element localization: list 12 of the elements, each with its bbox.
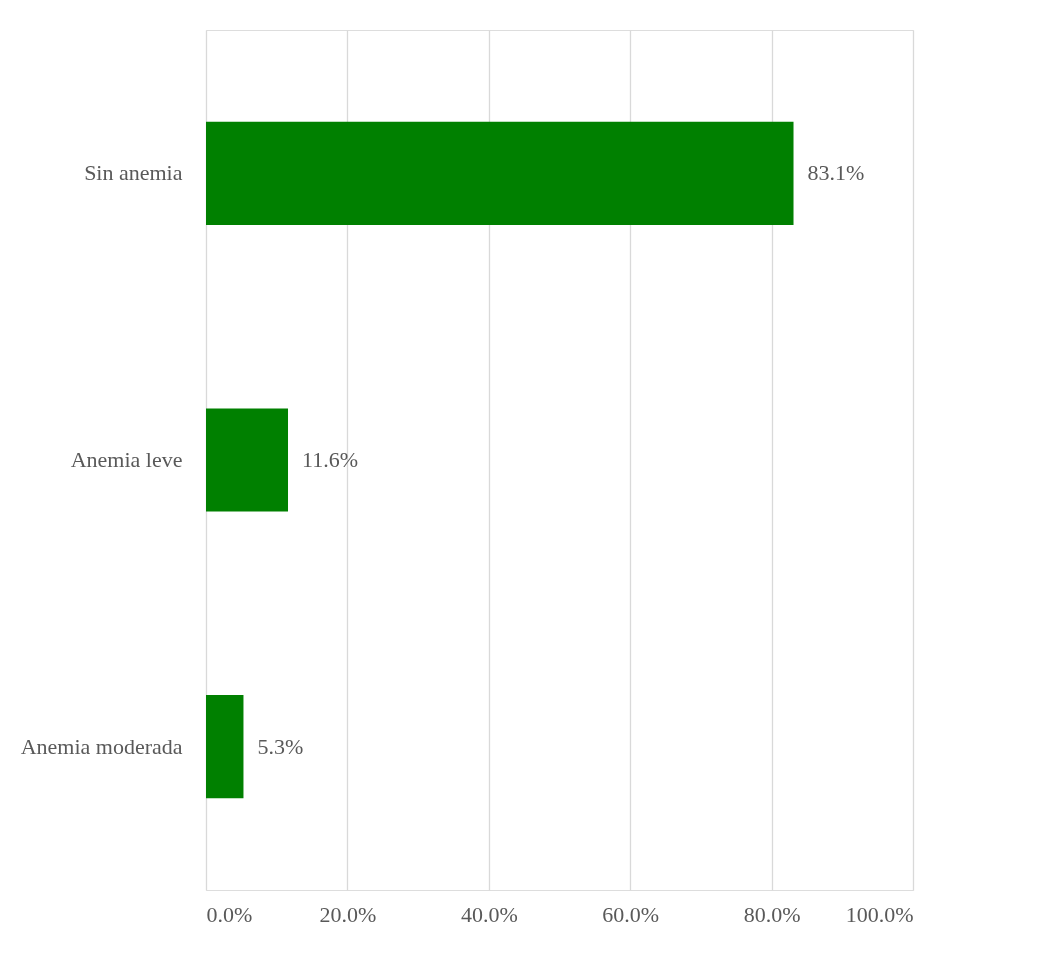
x-tick-label: 60.0%	[602, 901, 660, 927]
x-tick-label: 40.0%	[460, 901, 518, 927]
x-tick-label: 20.0%	[319, 901, 377, 927]
data-label: 11.6%	[302, 447, 359, 472]
x-tick-label: 0.0%	[206, 901, 253, 927]
y-tick-label: Anemia moderada	[20, 733, 183, 759]
y-tick-label: Sin anemia	[84, 160, 183, 186]
data-label: 83.1%	[807, 160, 865, 186]
x-tick-label: 80.0%	[743, 901, 801, 927]
x-tick-label: 100.0%	[845, 901, 914, 927]
y-tick-label: Anemia leve	[70, 447, 183, 472]
data-label: 5.3%	[257, 733, 304, 759]
